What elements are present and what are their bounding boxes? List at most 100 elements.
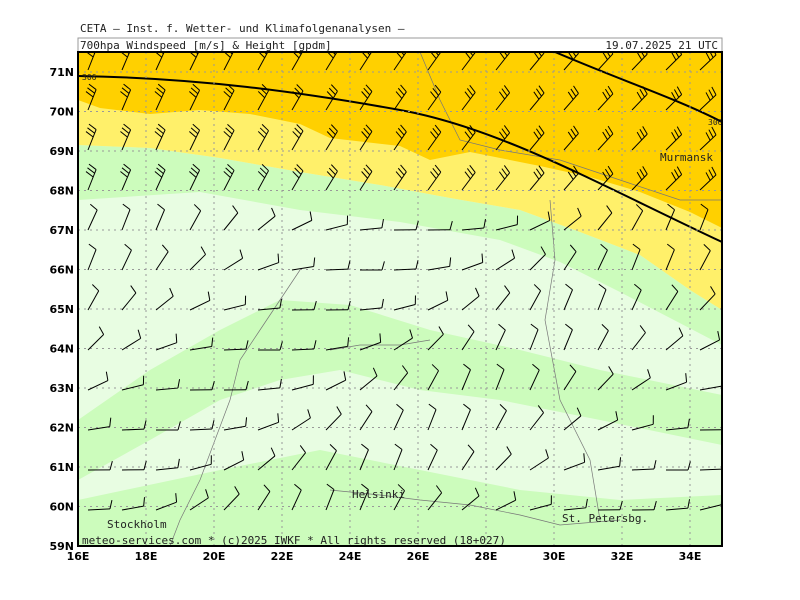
wind-barb [155,379,181,391]
barb-flag [430,131,437,139]
barb-flag [366,52,371,56]
map-frame [77,51,723,547]
lat-label: 61N [49,461,74,474]
wind-barb [427,124,442,151]
barb-flag [109,500,113,510]
barb-flag [675,52,680,58]
wind-barb [631,126,648,151]
barb-flag [607,165,614,175]
wind-barb [154,123,166,151]
barb-flag [88,163,97,170]
barb-flag [157,83,166,91]
barb-flag [397,484,405,492]
barb-flag [395,131,403,139]
barb-flag [608,366,614,375]
barb-flag [573,165,579,174]
wind-barb [665,126,683,151]
barb-flag [708,129,714,138]
barb-flag [708,169,714,178]
barb-flag [157,203,165,211]
wind-band [78,300,722,480]
barb-flag [347,300,351,310]
wind-barb [495,85,511,111]
wind-barb [665,243,675,271]
wind-barb [291,409,311,431]
barb-flag [332,52,336,55]
barb-staff [529,219,551,231]
lat-label: 59N [49,540,74,553]
barb-flag [499,404,507,412]
wind-barb [665,284,679,311]
barb-staff [597,465,620,471]
barb-flag [673,129,680,138]
wind-barb [291,84,304,111]
barb-flag [326,483,335,490]
barb-flag [292,131,300,139]
barb-flag [98,326,105,335]
barb-staff [155,387,178,391]
barb-staff [563,507,586,511]
barb-flag [137,329,142,339]
wind-barb [121,460,147,471]
wind-barb [393,443,403,471]
wind-barb [359,298,384,311]
barb-flag [211,380,215,390]
wind-barb [461,487,480,511]
barb-flag [330,164,338,172]
wind-barb [461,403,471,431]
barb-flag [435,52,439,56]
wind-barb [325,337,350,351]
wind-barb [223,83,235,111]
barb-staff [461,495,480,511]
barb-staff [291,383,314,391]
barb-staff [665,507,688,511]
wind-barb [563,498,588,511]
barb-staff [189,254,206,271]
barb-flag [619,457,622,467]
barb-flag [679,52,683,55]
institute: CETA — Inst. f. Wetter- und Klimafolgena… [80,22,405,35]
barb-staff [665,335,684,351]
wind-barb [597,243,608,271]
contour-label: 306 [82,73,97,82]
barb-staff [393,372,409,391]
barb-flag [602,171,608,180]
barb-flag [535,168,542,177]
barb-staff [87,426,110,431]
barb-staff [155,251,169,271]
barb-flag [639,169,645,178]
barb-flag [91,284,100,292]
barb-flag [400,164,407,173]
wind-barb [223,295,247,311]
barb-flag [513,491,517,501]
barb-flag [570,168,577,177]
barb-flag [259,87,267,95]
wind-barb [665,86,683,111]
barb-flag [85,131,94,138]
barb-flag [713,52,717,56]
barb-flag [85,91,94,98]
wind-barb [121,329,142,351]
barb-flag [415,220,419,230]
barb-flag [363,167,371,176]
barb-staff [631,210,644,231]
barb-staff [291,452,306,471]
barb-flag [635,204,644,212]
barb-staff [427,492,443,511]
lon-label: 28E [475,550,498,563]
lat-label: 60N [49,501,74,514]
wind-barb [631,243,641,271]
barb-flag [619,500,623,510]
barb-flag [394,443,403,450]
barb-flag [636,131,643,141]
wind-barb [529,284,542,311]
wind-barb [393,295,416,311]
barb-flag [671,52,677,61]
barb-flag [192,123,200,131]
barb-staff [529,503,552,511]
wind-barb [427,84,442,111]
barb-staff [631,289,642,311]
wind-barb [257,341,283,351]
barb-staff [223,304,246,311]
lon-label: 24E [339,550,362,563]
